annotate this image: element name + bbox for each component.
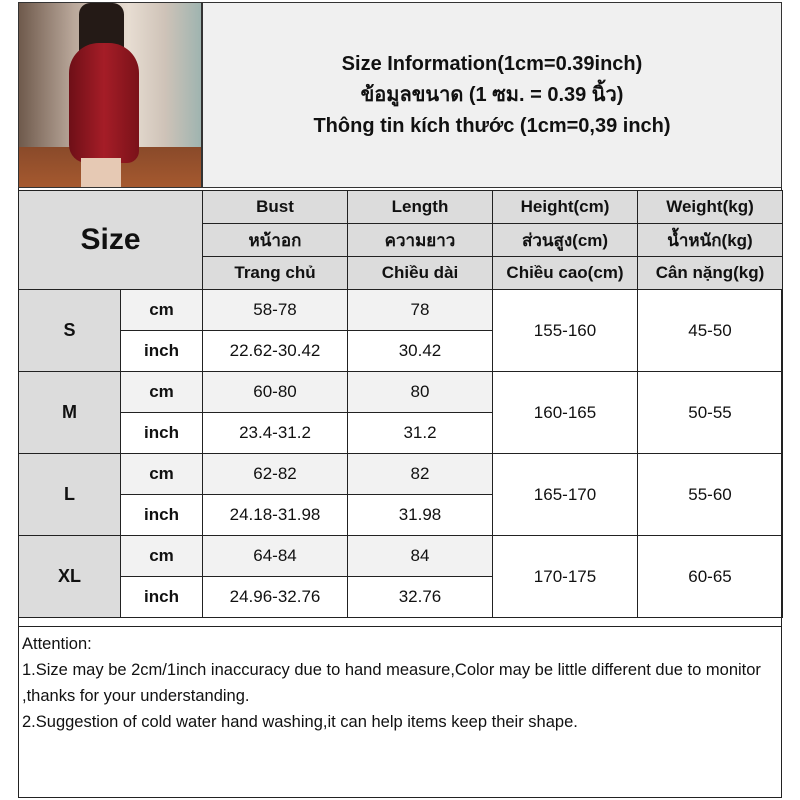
table-row-cm: S cm 58-78 78 155-160 45-50 [18,289,783,372]
bust-cm: 62-82 [202,453,348,495]
header-length-vietnamese: Chiều dài [347,256,493,290]
header-bust: Bust [202,190,348,224]
length-cm: 82 [347,453,493,495]
attention-item: 2.Suggestion of cold water hand washing,… [22,713,578,731]
length-inch: 32.76 [347,576,493,618]
header-bust-thai: หน้าอก [202,223,348,257]
header-length-thai: ความยาว [347,223,493,257]
title-thai: ข้อมูลขนาด (1 ซม. = 0.39 นิ้ว) [360,83,624,106]
header-weight-thai: น้ำหนัก(kg) [637,223,783,257]
size-label: S [18,289,121,372]
bust-cm: 64-84 [202,535,348,577]
table-row-cm: XL cm 64-84 84 170-175 60-65 [18,535,783,618]
size-header: Size [18,190,203,290]
photo-red-dress [69,43,139,163]
unit-cm: cm [120,453,203,495]
unit-inch: inch [120,412,203,454]
bust-cm: 60-80 [202,371,348,413]
weight-range: 50-55 [637,371,783,454]
header-weight: Weight(kg) [637,190,783,224]
table-row-inch: inch 24.96-32.76 32.76 [19,576,783,618]
unit-cm: cm [120,289,203,331]
table-row-inch: inch 24.18-31.98 31.98 [19,494,783,536]
weight-range: 60-65 [637,535,783,618]
unit-cm: cm [120,535,203,577]
size-information-title: Size Information(1cm=0.39inch) ข้อมูลขนา… [202,2,782,188]
length-cm: 84 [347,535,493,577]
table-row-cm: L cm 62-82 82 165-170 55-60 [18,453,783,536]
weight-range: 45-50 [637,289,783,372]
size-table: Size Bust Length Height(cm) Weight(kg) ห… [18,190,783,618]
product-photo [18,2,202,188]
header-bust-vietnamese: Trang chủ [202,256,348,290]
attention-item: 1.Size may be 2cm/1inch inaccuracy due t… [22,661,761,705]
length-inch: 30.42 [347,330,493,372]
bust-inch: 23.4-31.2 [202,412,348,454]
height-range: 160-165 [492,371,638,454]
unit-inch: inch [120,330,203,372]
attention-notes: Attention: 1.Size may be 2cm/1inch inacc… [18,626,782,798]
title-vietnamese: Thông tin kích thước (1cm=0,39 inch) [313,114,671,137]
size-label: XL [18,535,121,618]
header-length: Length [347,190,493,224]
bust-inch: 22.62-30.42 [202,330,348,372]
header-height: Height(cm) [492,190,638,224]
length-inch: 31.98 [347,494,493,536]
height-range: 165-170 [492,453,638,536]
header-weight-vietnamese: Cân nặng(kg) [637,256,783,290]
height-range: 170-175 [492,535,638,618]
size-label: M [18,371,121,454]
unit-inch: inch [120,494,203,536]
length-cm: 78 [347,289,493,331]
height-range: 155-160 [492,289,638,372]
attention-heading: Attention: [22,635,92,653]
table-row-cm: M cm 60-80 80 160-165 50-55 [18,371,783,454]
table-row-inch: inch 23.4-31.2 31.2 [19,412,783,454]
bust-inch: 24.18-31.98 [202,494,348,536]
length-cm: 80 [347,371,493,413]
title-english: Size Information(1cm=0.39inch) [341,52,643,75]
weight-range: 55-60 [637,453,783,536]
bust-cm: 58-78 [202,289,348,331]
photo-legs [81,158,121,187]
header-height-vietnamese: Chiều cao(cm) [492,256,638,290]
length-inch: 31.2 [347,412,493,454]
size-label: L [18,453,121,536]
unit-cm: cm [120,371,203,413]
header-height-thai: ส่วนสูง(cm) [492,223,638,257]
unit-inch: inch [120,576,203,618]
bust-inch: 24.96-32.76 [202,576,348,618]
